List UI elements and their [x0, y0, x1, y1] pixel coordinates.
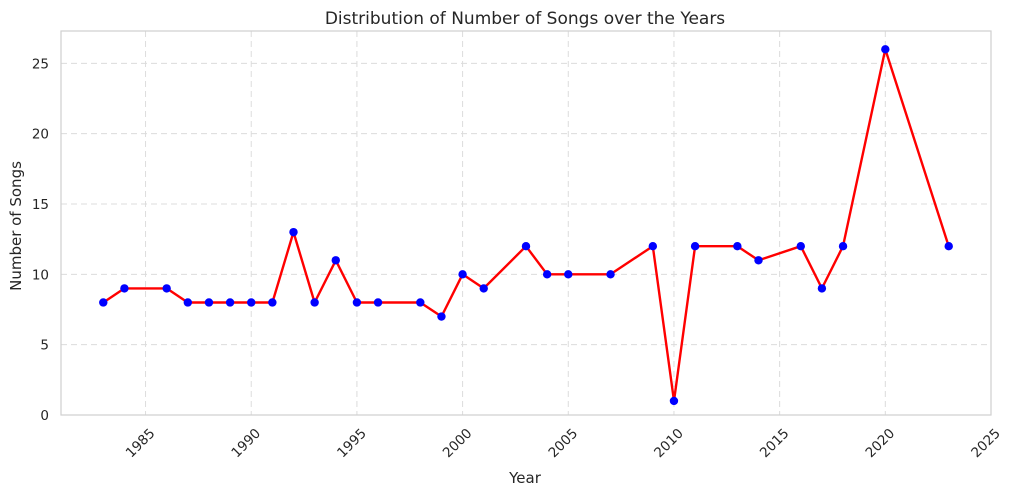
- x-tick-label: 2020: [863, 426, 899, 462]
- x-tick-label: 1985: [123, 426, 159, 462]
- x-tick-label: 2015: [757, 426, 793, 462]
- data-point: [183, 298, 193, 307]
- data-point: [754, 256, 763, 265]
- data-point: [838, 242, 848, 251]
- x-tick-label: 2010: [651, 426, 687, 462]
- y-tick-label: 15: [32, 197, 49, 213]
- series-line: [102, 48, 950, 403]
- data-point: [817, 284, 827, 293]
- x-tick-label: 1995: [334, 426, 370, 462]
- data-point: [881, 45, 890, 54]
- data-point: [289, 227, 298, 237]
- y-tick-label: 0: [40, 408, 49, 424]
- y-axis-ticks: 0 5 10 15 20 25: [32, 56, 49, 424]
- data-point: [479, 284, 488, 293]
- x-tick-label: 2000: [440, 426, 476, 462]
- data-point: [352, 298, 362, 307]
- data-point: [310, 298, 319, 307]
- data-point: [373, 298, 383, 307]
- y-tick-label: 25: [32, 56, 49, 72]
- data-point: [120, 284, 129, 293]
- plot-frame: [60, 30, 992, 416]
- data-point: [162, 284, 171, 293]
- chart-title: Distribution of Number of Songs over the…: [325, 9, 725, 29]
- data-point: [606, 270, 615, 279]
- data-point: [437, 312, 446, 321]
- data-point: [99, 298, 108, 307]
- data-point: [204, 298, 214, 307]
- data-point: [416, 298, 425, 307]
- data-point: [247, 298, 256, 307]
- y-tick-label: 20: [32, 127, 49, 143]
- data-point: [331, 256, 340, 265]
- data-point: [564, 270, 573, 279]
- x-tick-label: 2025: [968, 426, 1004, 462]
- x-tick-label: 1990: [228, 426, 264, 462]
- grid: [61, 31, 992, 416]
- data-point: [225, 298, 235, 307]
- data-point: [944, 242, 953, 251]
- data-point: [796, 242, 805, 251]
- x-axis-label: Year: [508, 469, 542, 487]
- data-point: [690, 242, 700, 251]
- data-point: [669, 396, 679, 406]
- x-axis-ticks: 1985 1990 1995 2000 2005 2010 2015 2020 2025: [123, 426, 1004, 462]
- y-tick-label: 5: [40, 338, 49, 354]
- data-point: [648, 242, 658, 251]
- data-point: [268, 298, 277, 307]
- data-point: [458, 270, 467, 279]
- y-tick-label: 10: [32, 267, 49, 283]
- data-point: [733, 242, 742, 251]
- x-tick-label: 2005: [545, 426, 581, 462]
- data-point: [542, 270, 552, 279]
- y-axis-label: Number of Songs: [7, 161, 25, 291]
- data-point: [521, 242, 531, 251]
- series: [99, 45, 953, 406]
